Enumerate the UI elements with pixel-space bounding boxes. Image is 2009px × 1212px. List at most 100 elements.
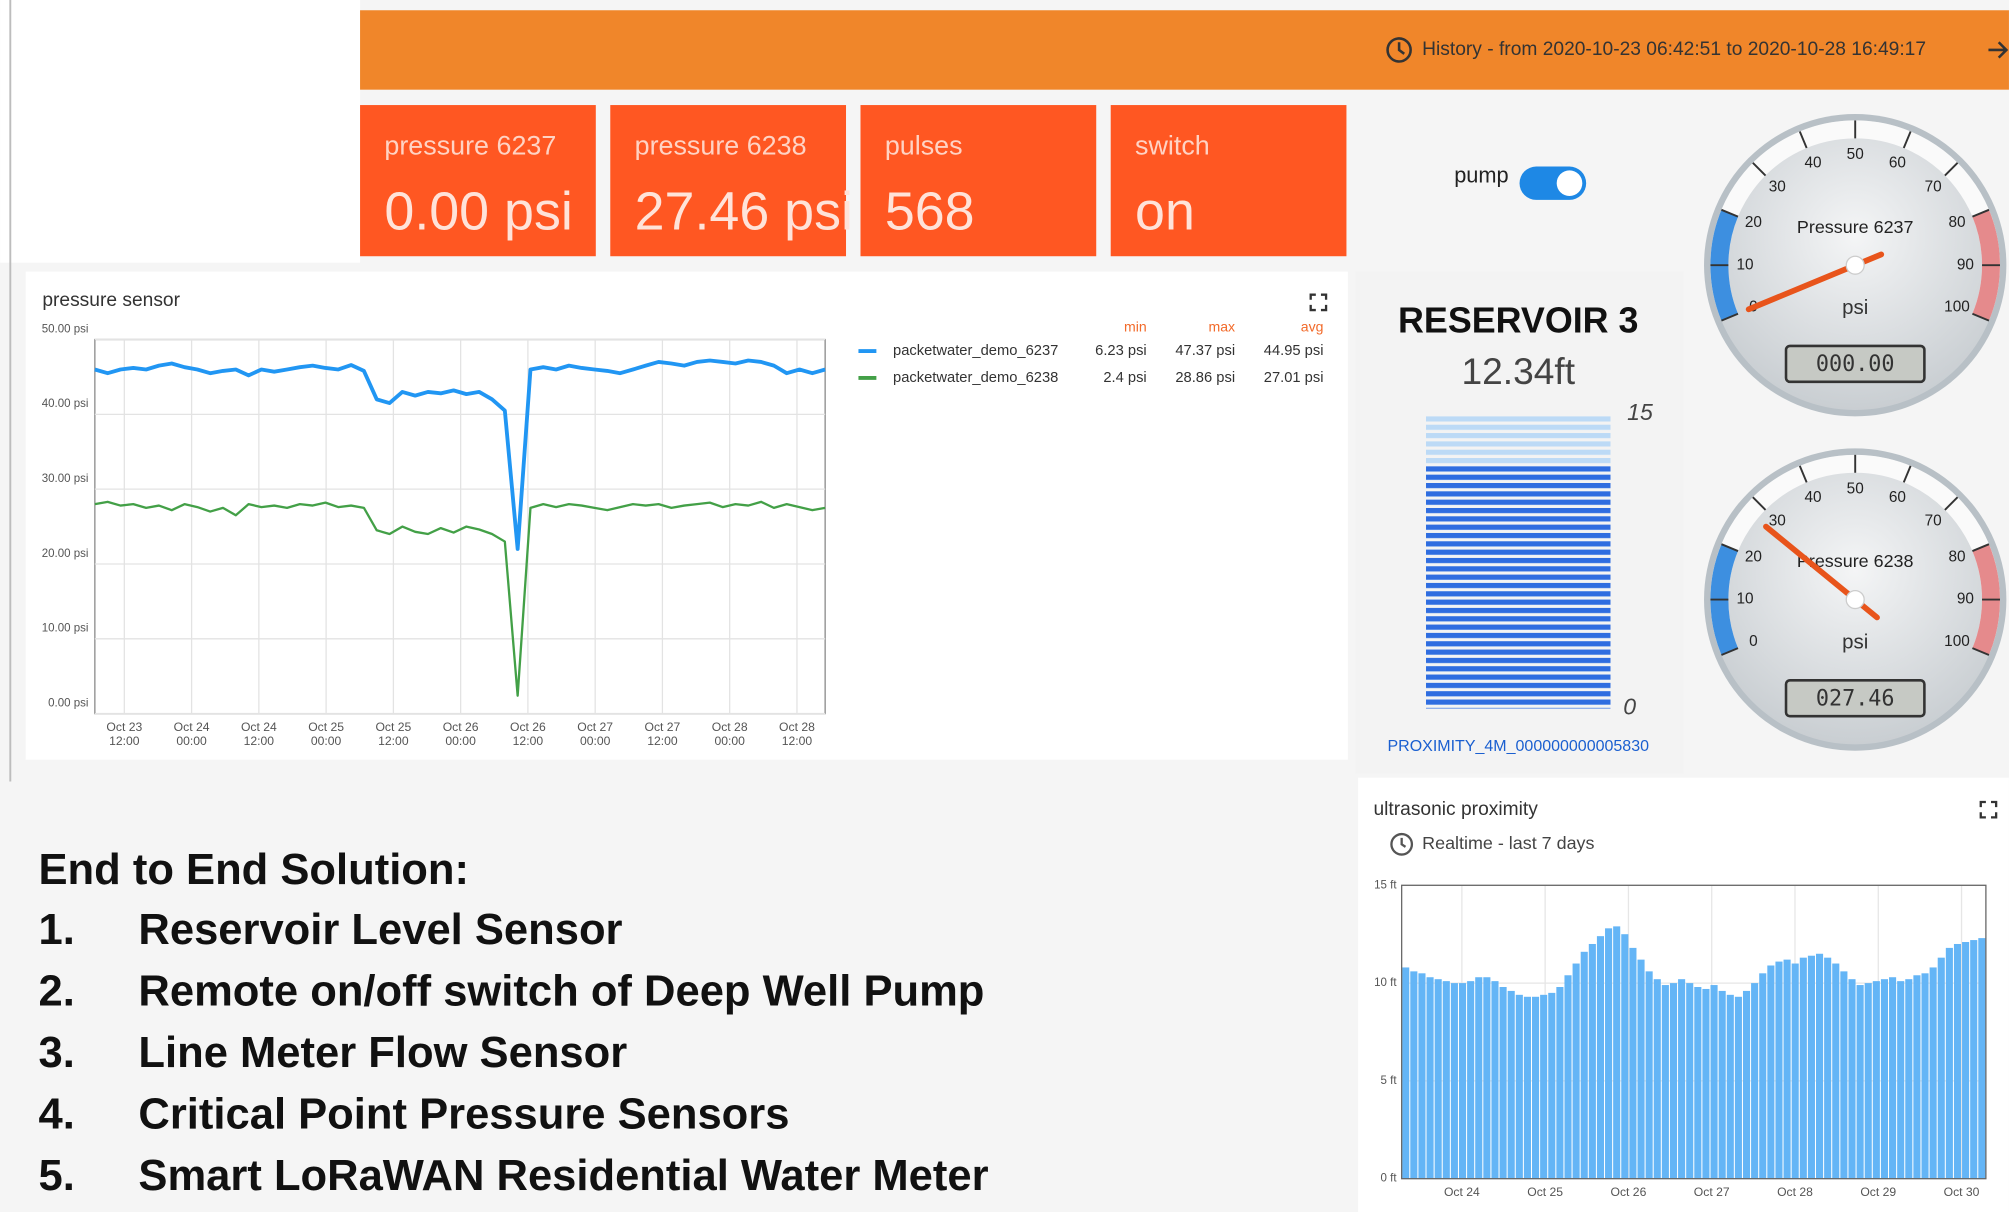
stat-tile[interactable] <box>360 105 596 257</box>
gauge-tick-label: 80 <box>1948 214 1965 231</box>
bar <box>1694 987 1702 1179</box>
bar <box>1864 983 1872 1179</box>
history-range[interactable]: History - from 2020-10-23 06:42:51 to 20… <box>1422 39 1926 60</box>
x-tick-label: Oct 26 <box>1611 1185 1647 1199</box>
y-tick-label: 30.00 psi <box>42 473 89 485</box>
gauge-tick-label: 50 <box>1847 480 1864 497</box>
fullscreen-icon[interactable] <box>1309 293 1328 312</box>
stat-tile[interactable] <box>1110 105 1347 257</box>
gauge-tick <box>1902 465 1912 483</box>
stat-tile[interactable] <box>610 105 847 257</box>
bar <box>1532 996 1540 1179</box>
bar <box>1767 965 1775 1179</box>
legend-entry: packetwater_demo_6237 <box>893 343 1058 359</box>
chart-subtitle: Realtime - last 7 days <box>1422 833 1594 853</box>
tile-value: on <box>1135 181 1195 241</box>
data-line <box>94 500 826 697</box>
x-tick-label: Oct 24 <box>174 720 210 734</box>
bar <box>1759 973 1767 1179</box>
fullscreen-icon[interactable] <box>1979 800 1998 819</box>
gauge-tick <box>1752 496 1767 511</box>
bar <box>1515 994 1523 1179</box>
y-tick-label: 50.00 psi <box>42 323 89 335</box>
bar <box>1605 928 1613 1179</box>
gauge-tick-label: 40 <box>1804 489 1821 506</box>
gauge-tick-label: 90 <box>1957 256 1974 273</box>
bar <box>1742 990 1751 1179</box>
x-tick-label: Oct 27 <box>645 720 681 734</box>
x-tick-label: 00:00 <box>580 734 611 748</box>
stat-tile[interactable] <box>860 105 1097 257</box>
pump-label: pump <box>1454 163 1508 188</box>
gauge-tick <box>1798 465 1808 483</box>
next-arrow[interactable] <box>1988 41 2009 59</box>
gauge-tick-label: 10 <box>1736 256 1753 273</box>
bar <box>1897 981 1905 1179</box>
gauge-tick <box>1721 208 1739 218</box>
gauge-tick-label: 10 <box>1736 591 1753 608</box>
bar <box>1645 971 1653 1179</box>
bar <box>1661 985 1669 1179</box>
bar <box>1824 957 1832 1179</box>
bar <box>1929 967 1937 1179</box>
list-item: Reservoir Level Sensor <box>138 906 622 954</box>
y-tick-label: 0 ft <box>1381 1173 1398 1185</box>
list-number: 3. <box>38 1029 74 1077</box>
bar <box>1669 983 1678 1179</box>
tile-value: 27.46 psi <box>635 181 853 241</box>
bar <box>1556 987 1564 1179</box>
bar <box>1653 979 1661 1179</box>
legend-stat: 28.86 psi <box>1175 370 1235 386</box>
bar <box>1523 996 1531 1179</box>
x-tick-label: Oct 28 <box>1777 1185 1813 1199</box>
bar <box>1434 979 1442 1179</box>
gauge-hub <box>1845 589 1865 610</box>
x-tick-label: Oct 25 <box>375 720 411 734</box>
bar <box>1686 983 1694 1179</box>
x-tick-label: Oct 27 <box>577 720 613 734</box>
bar <box>1629 947 1637 1179</box>
bar <box>1442 981 1450 1179</box>
bar <box>1467 981 1475 1179</box>
bar <box>1921 973 1929 1179</box>
legend-stat: 2.4 psi <box>1103 370 1146 386</box>
bar <box>1564 975 1572 1179</box>
x-tick-label: 00:00 <box>445 734 476 748</box>
gauge-tick-label: 0 <box>1749 633 1758 650</box>
gauge-title: Pressure 6238 <box>1797 551 1914 571</box>
gauge-tick <box>1972 312 1990 322</box>
bar <box>1621 934 1629 1179</box>
gauge-display-text: 000.00 <box>1816 352 1895 377</box>
header-bar <box>360 10 2009 90</box>
bar <box>1458 983 1467 1179</box>
bar <box>1426 977 1434 1179</box>
gauge-tick-label: 100 <box>1944 633 1970 650</box>
legend-entry: packetwater_demo_6238 <box>893 370 1058 386</box>
y-tick-label: 15 ft <box>1374 879 1397 891</box>
bar <box>1880 979 1889 1179</box>
gauge-tick <box>1902 131 1912 149</box>
gauge-display <box>1784 344 1926 384</box>
x-tick-label: 00:00 <box>714 734 745 748</box>
y-tick-label: 20.00 psi <box>42 548 89 560</box>
bar <box>1475 977 1483 1179</box>
gauge-tick-label: 20 <box>1745 548 1762 565</box>
bar <box>1678 979 1686 1179</box>
gauge-tick-label: 60 <box>1889 154 1906 171</box>
reservoir-reading: 12.34ft <box>1461 350 1575 392</box>
legend-header: max <box>1209 319 1236 335</box>
legend-stat: 6.23 psi <box>1095 343 1147 359</box>
bar <box>1945 947 1953 1179</box>
gauge-tick-label: 90 <box>1957 591 1974 608</box>
bar <box>1962 942 1970 1179</box>
bar <box>1588 943 1596 1179</box>
list-item: Smart LoRaWAN Residential Water Meter <box>138 1152 988 1200</box>
x-tick-label: 12:00 <box>647 734 678 748</box>
tile-label: pressure 6237 <box>384 130 556 160</box>
bar <box>1791 963 1799 1179</box>
level-tick-label: 0 <box>1623 694 1636 720</box>
gauge-tick-label: 20 <box>1745 214 1762 231</box>
gauge-tick-label: 100 <box>1944 298 1970 315</box>
gauge-tick <box>1944 162 1959 177</box>
